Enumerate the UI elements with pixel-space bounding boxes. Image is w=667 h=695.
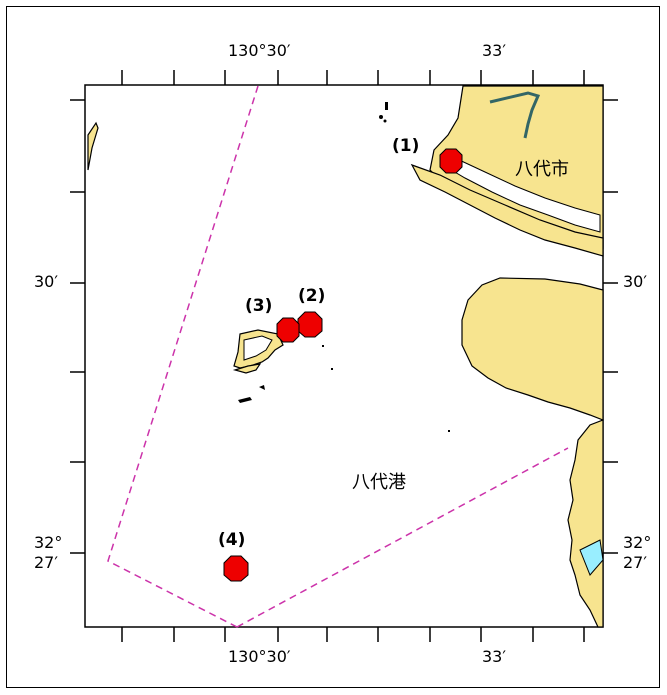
- site-marker-4: [224, 556, 248, 581]
- place-label-yatsushiro-city: 八代市: [515, 155, 569, 181]
- site-marker-3: [277, 318, 299, 342]
- latitude-label-left-30: 30′: [34, 273, 58, 291]
- site-label-4: (4): [218, 530, 245, 550]
- bottom-ticks: [122, 627, 584, 642]
- latitude-label-right-32deg: 32°: [623, 534, 651, 552]
- right-ticks: [603, 100, 618, 553]
- longitude-label-top-right: 33′: [482, 42, 506, 60]
- site-label-3: (3): [245, 296, 272, 316]
- place-label-yatsushiro-port: 八代港: [352, 468, 406, 494]
- latitude-label-left-32deg: 32°: [34, 534, 62, 552]
- top-ticks: [122, 70, 584, 85]
- left-ticks: [70, 100, 85, 553]
- site-marker-1: [440, 149, 462, 173]
- latitude-label-left-27min: 27′: [34, 554, 58, 572]
- site-label-2: (2): [298, 286, 325, 306]
- longitude-label-top-left: 130°30′: [228, 42, 291, 60]
- latitude-label-right-30: 30′: [623, 273, 647, 291]
- latitude-label-right-27min: 27′: [623, 554, 647, 572]
- site-label-1: (1): [392, 136, 419, 156]
- site-marker-2: [298, 312, 322, 337]
- longitude-label-bottom-left: 130°30′: [228, 648, 291, 666]
- longitude-label-bottom-right: 33′: [482, 648, 506, 666]
